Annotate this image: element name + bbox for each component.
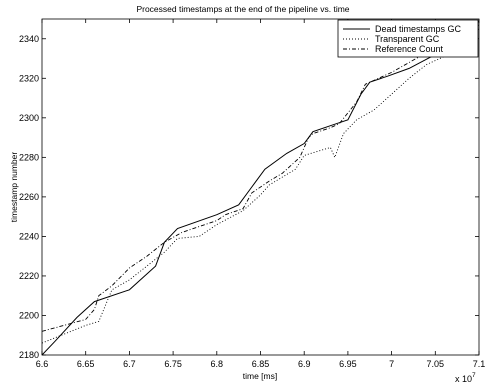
- series-line-2: [42, 24, 479, 332]
- x-tick-label: 6.95: [339, 359, 357, 369]
- x-axis-multiplier-base: x 10: [455, 374, 472, 384]
- legend-label-0: Dead timestamps GC: [375, 24, 462, 34]
- x-axis-multiplier-exponent: 7: [472, 372, 476, 379]
- x-tick-label: 6.7: [123, 359, 136, 369]
- x-axis: 6.6 6.65 6.7 6.75 6.8 6.85 6.9 6.95 7 7.05 7.1: [36, 19, 486, 369]
- series-line-0: [42, 20, 479, 355]
- legend-label-2: Reference Count: [375, 44, 444, 54]
- y-tick-label: 2260: [19, 192, 39, 202]
- x-tick-label: 6.6: [36, 359, 49, 369]
- legend-label-1: Transparent GC: [375, 34, 440, 44]
- y-tick-label: 2200: [19, 310, 39, 320]
- chart-title: Processed timestamps at the end of the p…: [136, 4, 349, 14]
- x-tick-label: 7: [389, 359, 394, 369]
- x-axis-label: time [ms]: [243, 371, 277, 381]
- x-tick-label: 7.05: [427, 359, 445, 369]
- y-tick-label: 2180: [19, 350, 39, 360]
- y-tick-label: 2220: [19, 271, 39, 281]
- x-tick-label: 6.85: [252, 359, 270, 369]
- x-axis-multiplier: x 107: [455, 372, 476, 384]
- series-layer: [42, 20, 479, 355]
- x-tick-label: 6.75: [164, 359, 182, 369]
- y-tick-label: 2300: [19, 113, 39, 123]
- y-tick-label: 2320: [19, 73, 39, 83]
- x-tick-label: 6.9: [298, 359, 311, 369]
- x-tick-label: 6.65: [77, 359, 95, 369]
- y-axis-label: timestamp number: [9, 152, 19, 223]
- x-tick-label: 6.8: [211, 359, 224, 369]
- y-tick-label: 2280: [19, 152, 39, 162]
- y-tick-label: 2340: [19, 34, 39, 44]
- legend-box: [337, 19, 479, 58]
- series-line-1: [42, 28, 479, 344]
- x-tick-label: 7.1: [473, 359, 486, 369]
- y-axis: 2180 2200 2220 2240 2260 2280 2300 2320 2340: [19, 34, 479, 360]
- y-tick-label: 2240: [19, 231, 39, 241]
